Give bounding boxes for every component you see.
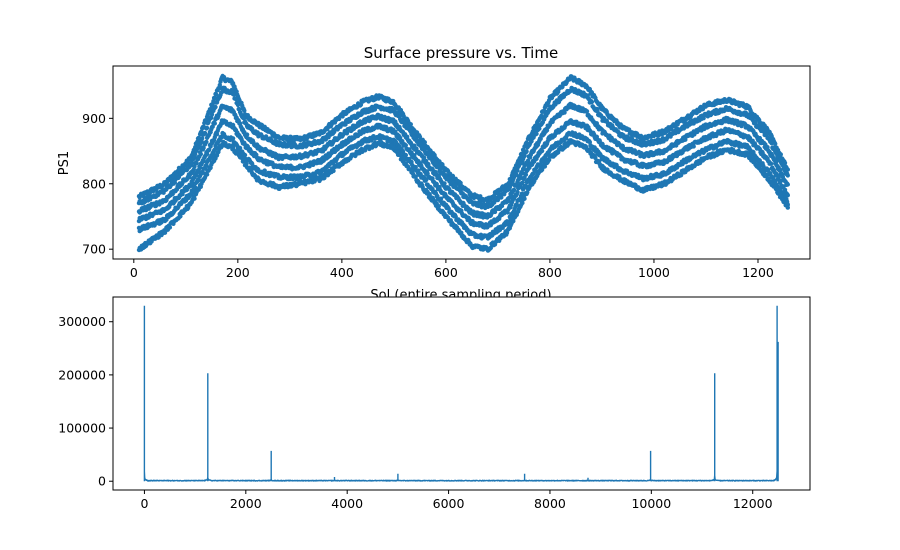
pressure-points bbox=[136, 73, 790, 253]
pressure-point bbox=[524, 149, 529, 154]
pressure-point bbox=[231, 92, 236, 97]
pressure-point bbox=[204, 125, 210, 131]
pressure-point bbox=[785, 182, 790, 187]
pressure-point bbox=[198, 151, 203, 157]
pressure-point bbox=[233, 96, 239, 102]
pressure-point bbox=[230, 136, 236, 141]
pressure-point bbox=[589, 99, 595, 105]
chart-title: Surface pressure vs. Time bbox=[364, 44, 558, 62]
pressure-point bbox=[214, 92, 219, 97]
pressure-point bbox=[343, 122, 348, 127]
pressure-point bbox=[515, 189, 520, 195]
pressure-point bbox=[340, 114, 345, 119]
pressure-point bbox=[442, 181, 447, 186]
pressure-point bbox=[584, 109, 590, 114]
pressure-point bbox=[212, 121, 217, 126]
pressure-point bbox=[410, 131, 416, 136]
pressure-point bbox=[372, 107, 378, 112]
pressure-point bbox=[408, 122, 413, 127]
pressure-point bbox=[217, 82, 222, 88]
pressure-point bbox=[204, 139, 209, 145]
pressure-point bbox=[539, 148, 545, 154]
pressure-point bbox=[768, 161, 774, 166]
pressure-point bbox=[778, 152, 783, 157]
pressure-point bbox=[773, 141, 778, 146]
pressure-point bbox=[422, 140, 427, 145]
pressure-point bbox=[769, 141, 774, 146]
pressure-point bbox=[209, 115, 214, 120]
pressure-point bbox=[242, 108, 247, 113]
pressure-point bbox=[785, 173, 790, 178]
pressure-point bbox=[241, 115, 246, 121]
pressure-point bbox=[200, 136, 205, 141]
pressure-point bbox=[189, 160, 194, 166]
pressure-point bbox=[424, 177, 429, 183]
pressure-point bbox=[426, 151, 431, 156]
pressure-point bbox=[167, 225, 173, 230]
pressure-point bbox=[204, 172, 210, 177]
pressure-point bbox=[403, 152, 408, 158]
pressure-point bbox=[358, 102, 364, 107]
pressure-point bbox=[244, 132, 250, 137]
pressure-point bbox=[534, 131, 539, 136]
pressure-point bbox=[235, 102, 241, 108]
pressure-point bbox=[192, 196, 197, 201]
pressure-point bbox=[778, 178, 783, 184]
pressure-point bbox=[213, 104, 218, 110]
pressure-point bbox=[691, 144, 696, 149]
pressure-point bbox=[202, 130, 208, 136]
pressure-scatter-plot: Surface pressure vs. Time 0 200 400 600 800 1… bbox=[57, 44, 811, 303]
pressure-point bbox=[417, 134, 423, 139]
